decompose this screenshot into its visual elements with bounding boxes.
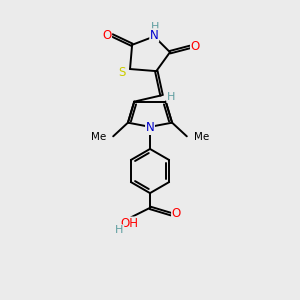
Text: H: H bbox=[167, 92, 175, 102]
Text: O: O bbox=[190, 40, 200, 53]
Text: OH: OH bbox=[120, 217, 138, 230]
Text: H: H bbox=[151, 22, 159, 32]
Text: O: O bbox=[172, 207, 181, 220]
Text: Me: Me bbox=[91, 132, 106, 142]
Text: N: N bbox=[150, 29, 159, 42]
Text: S: S bbox=[118, 66, 126, 79]
Text: N: N bbox=[146, 122, 154, 134]
Text: Me: Me bbox=[194, 132, 209, 142]
Text: H: H bbox=[115, 225, 124, 235]
Text: O: O bbox=[102, 29, 112, 42]
